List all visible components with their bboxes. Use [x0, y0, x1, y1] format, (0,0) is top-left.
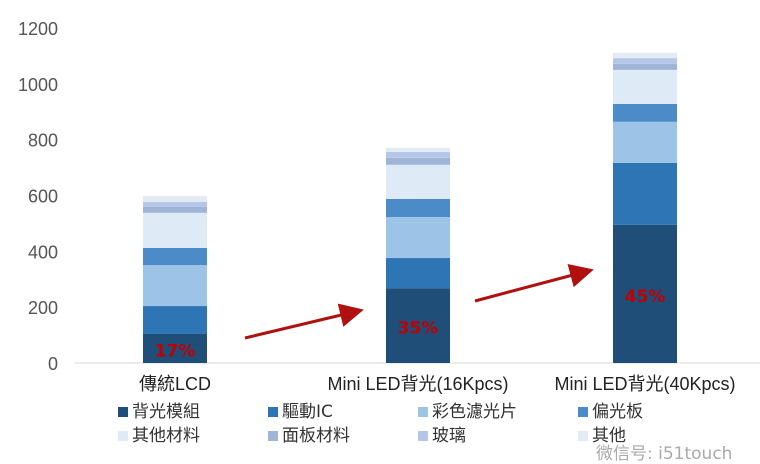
legend-label: 面板材料 — [282, 426, 350, 446]
legend-item: 玻璃 — [418, 426, 578, 446]
legend-item: 背光模組 — [118, 402, 268, 422]
bar-segment — [386, 288, 450, 363]
bar-segment — [613, 121, 677, 163]
percent-label: 45% — [625, 287, 666, 307]
legend-swatch — [578, 407, 588, 417]
legend-swatch — [268, 407, 278, 417]
legend-label: 其他 — [592, 426, 626, 446]
legend-item: 其他 — [578, 426, 658, 446]
bar-segment — [386, 147, 450, 152]
bar-segment — [386, 216, 450, 259]
legend: 背光模組 驅動IC 彩色濾光片 偏光板其他材料 面板材料 玻璃 其他 — [118, 402, 658, 446]
legend-label: 偏光板 — [592, 402, 643, 422]
bar-segment — [613, 162, 677, 225]
bar-segment — [143, 265, 207, 307]
bar-segment — [386, 258, 450, 289]
y-tick-label: 0 — [48, 354, 58, 374]
bar-segment — [143, 306, 207, 334]
legend-item: 驅動IC — [268, 402, 418, 422]
y-tick-label: 200 — [28, 298, 58, 318]
bar-segment — [613, 103, 677, 122]
percent-label: 17% — [155, 341, 196, 361]
legend-item: 彩色濾光片 — [418, 402, 578, 422]
stacked-bar-chart: 0 200 400 600 800 1000 1200 傳統LCD 17% Mini LED背光(… — [18, 19, 760, 394]
x-tick-label: 傳統LCD — [139, 374, 211, 394]
arrow — [244, 303, 364, 340]
y-tick-label: 600 — [28, 187, 58, 207]
legend-label: 其他材料 — [132, 426, 200, 446]
bar-segment — [386, 164, 450, 199]
legend-swatch — [118, 431, 128, 441]
legend-label: 玻璃 — [432, 426, 466, 446]
legend-swatch — [418, 431, 428, 441]
y-tick-label: 800 — [28, 131, 58, 151]
bar-segment — [613, 58, 677, 64]
legend-item: 其他材料 — [118, 426, 268, 446]
legend-swatch — [418, 407, 428, 417]
x-tick-label: Mini LED背光(40Kpcs) — [554, 374, 735, 394]
legend-swatch — [578, 431, 588, 441]
bar-segment — [143, 212, 207, 248]
legend-item: 面板材料 — [268, 426, 418, 446]
legend-label: 背光模組 — [132, 402, 200, 422]
bar-segment — [143, 333, 207, 363]
bar-segment — [386, 157, 450, 165]
bar-segment — [613, 224, 677, 363]
bar-segment — [386, 151, 450, 158]
y-tick-label: 1000 — [18, 75, 58, 95]
bar-segment — [613, 69, 677, 104]
bar-segment — [613, 63, 677, 70]
percent-label: 35% — [398, 319, 439, 339]
legend-label: 驅動IC — [282, 402, 333, 422]
bar-segment — [143, 196, 207, 202]
x-tick-label: Mini LED背光(16Kpcs) — [327, 374, 508, 394]
bar-segment — [386, 198, 450, 217]
legend-item: 偏光板 — [578, 402, 658, 422]
legend-label: 彩色濾光片 — [432, 402, 517, 422]
bar-segment — [143, 247, 207, 266]
y-tick-label: 1200 — [18, 19, 58, 39]
legend-swatch — [118, 407, 128, 417]
legend-swatch — [268, 431, 278, 441]
arrow — [474, 264, 594, 303]
y-tick-label: 400 — [28, 242, 58, 262]
bar-segment — [613, 52, 677, 59]
bar-segment — [143, 201, 207, 207]
watermark: 微信号: i51touch — [596, 444, 733, 464]
bar-segment — [143, 206, 207, 213]
